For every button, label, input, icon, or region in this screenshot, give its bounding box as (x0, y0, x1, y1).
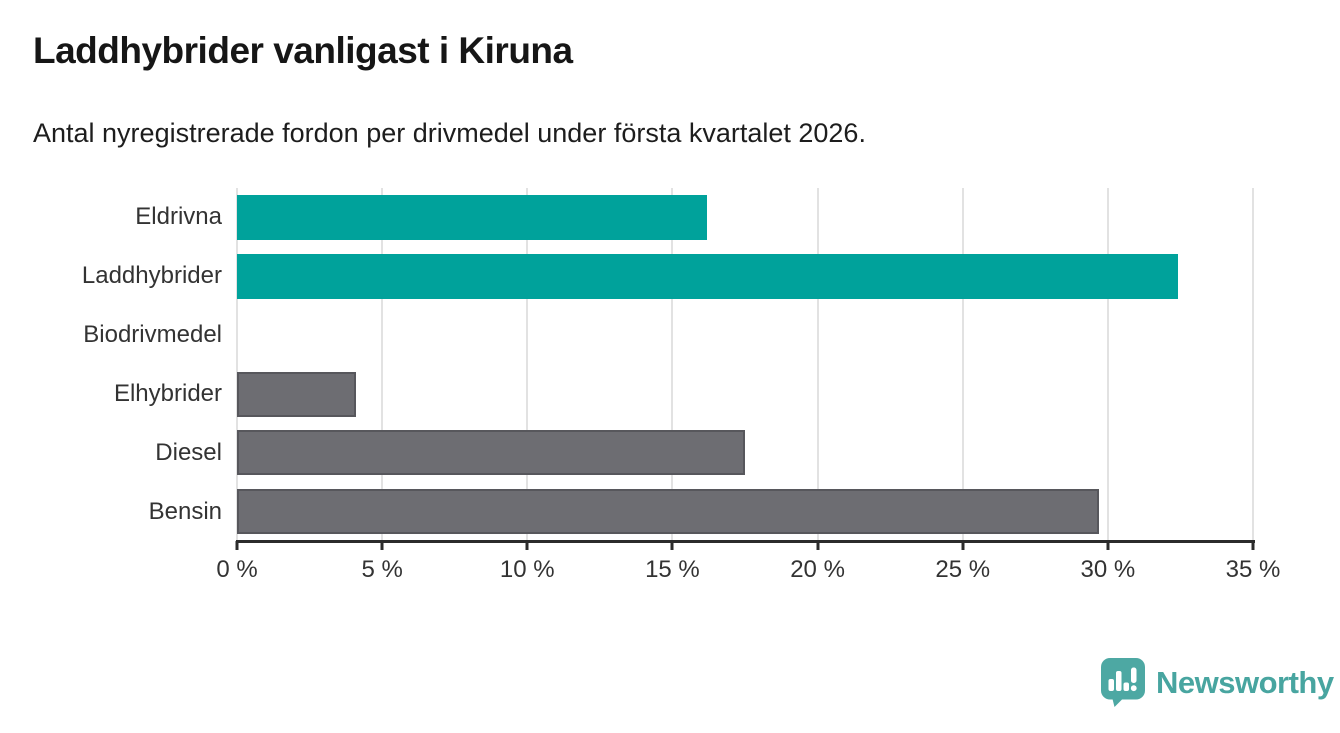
category-label: Laddhybrider (81, 262, 222, 290)
bar (237, 253, 1178, 299)
bar-row: Biodrivmedel (83, 306, 1253, 365)
gridline (816, 188, 819, 541)
newsworthy-wordmark: Newsworthy (1156, 664, 1334, 700)
bar (237, 489, 1100, 535)
category-label: Eldrivna (135, 203, 222, 231)
category-label: Diesel (155, 438, 222, 466)
gridline (671, 188, 674, 541)
x-axis-line (236, 540, 1255, 543)
x-axis-tick-label: 30 % (1080, 556, 1136, 583)
category-label: Bensin (148, 497, 222, 525)
chart-title: Laddhybrider vanligast i Kiruna (33, 30, 573, 71)
newsworthy-bubble-barchart-icon (1101, 658, 1145, 707)
bar-row: Elhybrider (114, 365, 1253, 424)
x-axis-tick-label: 25 % (935, 556, 991, 583)
gridline (526, 188, 529, 541)
bar-row: Bensin (149, 482, 1253, 541)
chart-subtitle: Antal nyregistrerade fordon per drivmede… (33, 118, 866, 148)
gridline (1252, 188, 1254, 541)
x-axis-tick (525, 541, 529, 550)
x-axis-tick (1251, 541, 1255, 550)
x-axis-tick-label: 20 % (790, 556, 845, 583)
newsworthy-logo: Newsworthy (1100, 657, 1334, 708)
x-axis-tick (235, 541, 239, 550)
category-label: Biodrivmedel (83, 321, 222, 349)
x-axis-tick-label: 0 % (216, 556, 258, 583)
bar-row: Diesel (155, 423, 1253, 482)
x-axis-tick (670, 541, 674, 550)
x-axis-tick-label: 15 % (645, 556, 700, 583)
bar (237, 371, 357, 417)
x-axis-tick-label: 5 % (361, 556, 403, 583)
bar-row: Laddhybrider (82, 247, 1253, 306)
bar (237, 195, 708, 240)
x-axis-tick (961, 541, 965, 550)
x-axis-tick (1106, 541, 1110, 550)
x-axis-tick-label: 10 % (499, 556, 555, 583)
gridline (236, 188, 238, 541)
bar (237, 430, 745, 476)
bar-chart: 0 % 5 % 10 % 15 % 20 % 25 % 30 % 35 % Eldrivna La… (82, 188, 1280, 583)
x-axis-tick (816, 541, 820, 550)
gridline (961, 188, 964, 541)
gridline (381, 188, 384, 541)
x-axis-tick (380, 541, 384, 550)
category-label: Elhybrider (113, 379, 222, 407)
bar-row: Eldrivna (135, 188, 1253, 247)
gridline (1106, 188, 1109, 541)
x-axis-tick-label: 35 % (1225, 556, 1281, 583)
